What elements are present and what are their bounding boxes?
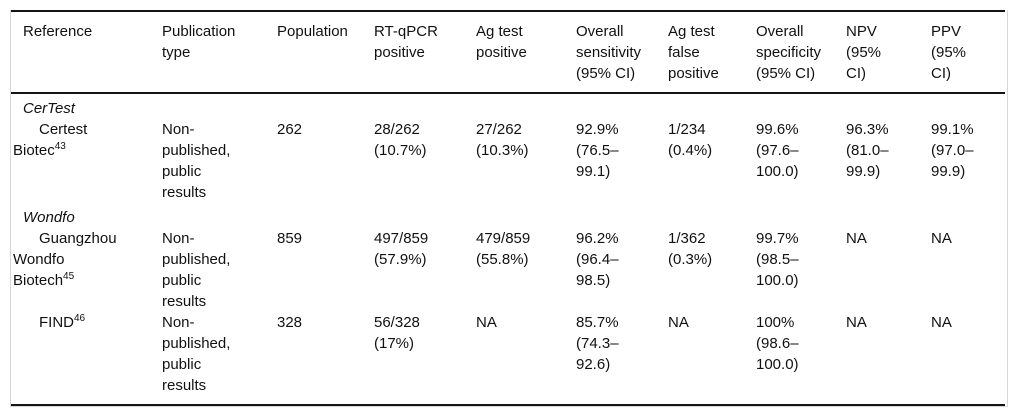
col-header-population: Population [277, 11, 374, 94]
study-name: Guangzhou Wondfo Biotech [13, 230, 117, 289]
study-name: FIND [39, 314, 74, 331]
table-row-certest-biotec: Certest Biotec43 Non- published, public … [11, 119, 1005, 203]
cell-overall-specificity: 99.6% (97.6– 100.0) [756, 121, 799, 180]
cell-npv: NA [846, 230, 867, 247]
cell-npv: NA [846, 314, 867, 331]
cell-ppv: NA [931, 314, 952, 331]
table-frame: Reference Publication type Population RT… [10, 10, 1008, 407]
cell-overall-sensitivity: 96.2% (96.4– 98.5) [576, 230, 619, 289]
col-header-overall-sensitivity: Overall sensitivity (95% CI) [576, 11, 668, 94]
group-label: Wondfo [23, 209, 75, 226]
cell-ppv: NA [931, 230, 952, 247]
cell-overall-specificity: 100% (98.6– 100.0) [756, 314, 799, 373]
col-header-reference: Reference [11, 11, 162, 94]
col-header-ppv: PPV (95% CI) [931, 11, 1005, 94]
cell-ag-test-positive: 479/859 (55.8%) [476, 230, 531, 268]
citation-superscript: 46 [74, 313, 86, 324]
cell-ag-test-positive: 27/262 (10.3%) [476, 121, 529, 159]
col-header-ag-test-false-positive: Ag test false positive [668, 11, 756, 94]
study-name: Certest Biotec [13, 121, 88, 159]
cell-npv: 96.3% (81.0– 99.9) [846, 121, 889, 180]
cell-rt-qpcr-positive: 56/328 (17%) [374, 314, 420, 352]
table-row-find: FIND46 Non- published, public results 32… [11, 312, 1005, 405]
cell-overall-sensitivity: 92.9% (76.5– 99.1) [576, 121, 619, 180]
col-header-ag-test-positive: Ag test positive [476, 11, 576, 94]
group-label: CerTest [23, 100, 75, 117]
antigen-test-results-table: Reference Publication type Population RT… [11, 10, 1005, 406]
cell-publication-type: Non- published, public results [162, 230, 231, 310]
cell-publication-type: Non- published, public results [162, 121, 231, 201]
col-header-overall-specificity: Overall specificity (95% CI) [756, 11, 846, 94]
table-row-guangzhou-wondfo-biotech: Guangzhou Wondfo Biotech45 Non- publishe… [11, 228, 1005, 312]
cell-population: 262 [277, 121, 303, 138]
cell-publication-type: Non- published, public results [162, 314, 231, 394]
citation-superscript: 43 [54, 141, 66, 152]
citation-superscript: 45 [63, 271, 75, 282]
header-row: Reference Publication type Population RT… [11, 11, 1005, 94]
cell-reference: Certest Biotec43 [11, 119, 162, 203]
col-header-rt-qpcr-positive: RT-qPCR positive [374, 11, 476, 94]
cell-ag-test-false-positive: NA [668, 314, 689, 331]
group-row-certest: CerTest [11, 93, 1005, 119]
cell-overall-sensitivity: 85.7% (74.3– 92.6) [576, 314, 619, 373]
cell-reference: FIND46 [11, 312, 162, 405]
col-header-npv: NPV (95% CI) [846, 11, 931, 94]
cell-reference: Guangzhou Wondfo Biotech45 [11, 228, 162, 312]
col-header-publication-type: Publication type [162, 11, 277, 94]
cell-overall-specificity: 99.7% (98.5– 100.0) [756, 230, 799, 289]
group-row-wondfo: Wondfo [11, 203, 1005, 228]
cell-rt-qpcr-positive: 497/859 (57.9%) [374, 230, 429, 268]
cell-rt-qpcr-positive: 28/262 (10.7%) [374, 121, 427, 159]
cell-ag-test-positive: NA [476, 314, 497, 331]
cell-population: 328 [277, 314, 303, 331]
cell-ppv: 99.1% (97.0– 99.9) [931, 121, 974, 180]
cell-ag-test-false-positive: 1/362 (0.3%) [668, 230, 713, 268]
cell-population: 859 [277, 230, 303, 247]
cell-ag-test-false-positive: 1/234 (0.4%) [668, 121, 713, 159]
